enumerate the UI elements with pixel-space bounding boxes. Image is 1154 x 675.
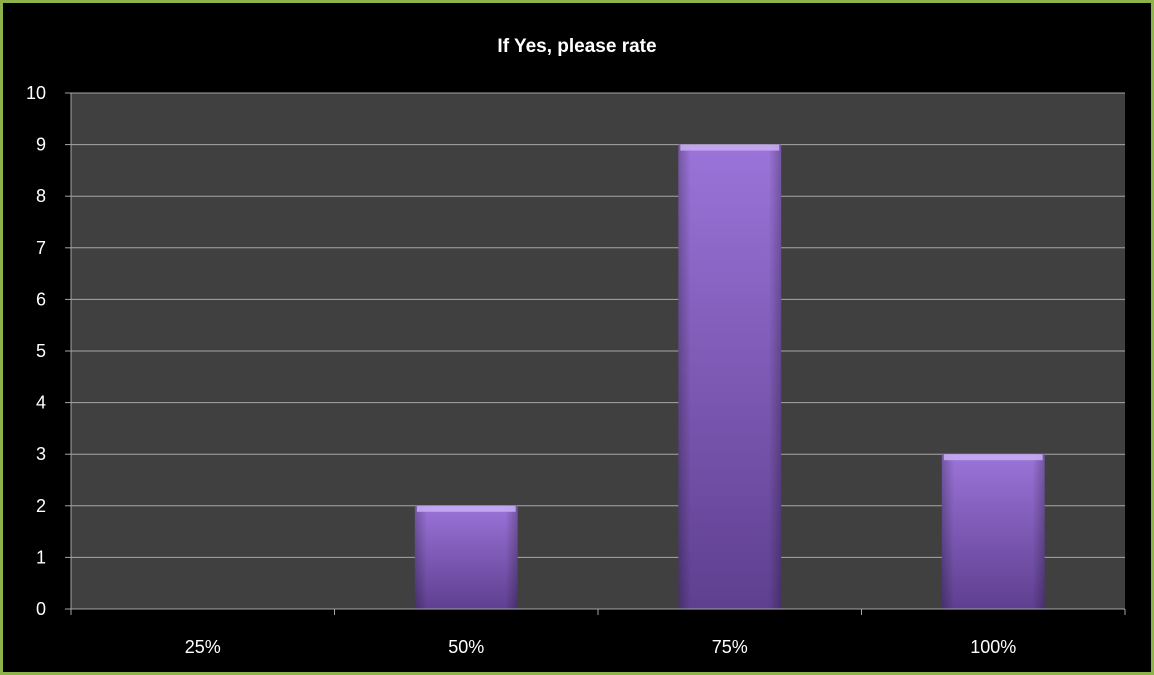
y-tick-label: 2 [36,496,46,516]
x-tick-label: 75% [712,637,748,657]
bar-bevel [416,505,516,512]
y-tick-label: 1 [36,547,46,567]
x-tick-label: 50% [448,637,484,657]
bars [414,144,1045,609]
bar-shade [678,144,782,609]
x-tick-label: 100% [970,637,1016,657]
y-tick-label: 7 [36,238,46,258]
bar-shade [941,454,1045,609]
x-tick-labels: 25% 50% 75% 100% [185,637,1017,657]
x-tick-label: 25% [185,637,221,657]
y-tick-label: 3 [36,444,46,464]
axes [65,92,1126,615]
y-tick-label: 0 [36,599,46,619]
bar-bevel [680,144,780,151]
y-tick-label: 9 [36,135,46,155]
y-tick-label: 6 [36,289,46,309]
y-tick-label: 10 [26,83,46,103]
chart-title: If Yes, please rate [497,36,656,57]
bar [941,454,1045,609]
y-tick-label: 8 [36,186,46,206]
y-tick-labels: 0 1 2 3 4 5 6 7 8 9 10 [26,83,46,619]
y-tick-label: 4 [36,393,46,413]
bar [414,505,518,609]
bar [678,144,782,609]
y-tick-label: 5 [36,341,46,361]
bar-bevel [943,454,1043,461]
bar-shade [414,505,518,609]
